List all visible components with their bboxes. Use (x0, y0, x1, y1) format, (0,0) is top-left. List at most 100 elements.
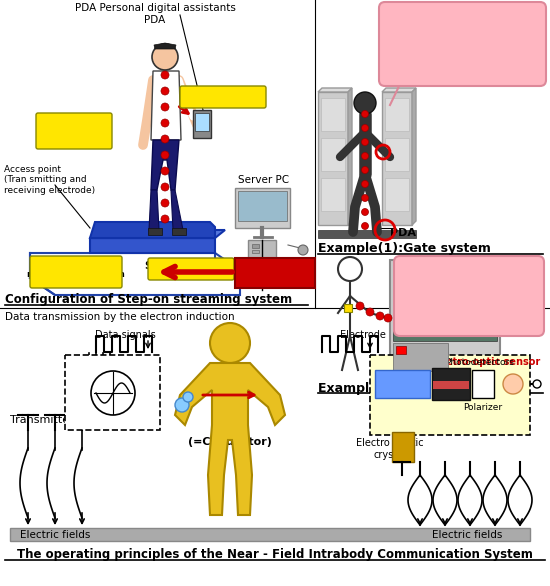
Text: Movie picture: Movie picture (183, 89, 263, 99)
Text: Server PC: Server PC (238, 175, 289, 185)
Bar (395, 301, 412, 315)
Circle shape (356, 302, 364, 310)
Bar (235, 258, 315, 288)
Text: Lase: Lase (388, 378, 416, 388)
Polygon shape (149, 190, 159, 230)
Bar (396, 346, 406, 354)
Circle shape (366, 308, 374, 316)
Circle shape (361, 152, 369, 159)
Bar (344, 304, 352, 312)
Bar (10, 528, 530, 541)
Bar (475, 283, 492, 297)
Bar (385, 138, 409, 171)
Circle shape (175, 398, 189, 412)
Circle shape (298, 245, 308, 255)
Text: The operating principles of the Near - Field Intrabody Communication System: The operating principles of the Near - F… (17, 548, 533, 561)
Circle shape (91, 371, 135, 415)
FancyBboxPatch shape (394, 256, 544, 336)
Bar (395, 319, 412, 333)
Polygon shape (151, 71, 181, 140)
Circle shape (361, 223, 369, 230)
Bar (393, 263, 497, 341)
Bar (435, 301, 452, 315)
Bar (318, 230, 416, 238)
Circle shape (361, 124, 369, 131)
Text: Electro - optic
crystal: Electro - optic crystal (356, 438, 424, 459)
Bar (321, 178, 345, 211)
Text: Available
mith your shoes on: Available mith your shoes on (27, 260, 125, 280)
Circle shape (384, 314, 392, 322)
Polygon shape (154, 43, 176, 49)
Bar (390, 260, 500, 378)
Text: Transmitter: Transmitter (10, 415, 74, 425)
Circle shape (361, 180, 369, 188)
Circle shape (161, 151, 169, 159)
Bar (433, 381, 469, 389)
Circle shape (361, 111, 369, 118)
Bar (252, 244, 259, 248)
Text: Polarizer: Polarizer (464, 403, 503, 412)
Bar (385, 98, 409, 131)
Circle shape (161, 167, 169, 175)
Polygon shape (318, 92, 348, 225)
Text: +: + (230, 390, 240, 400)
Polygon shape (171, 190, 183, 230)
Polygon shape (382, 88, 416, 92)
Text: Example(2):Vending machine: Example(2):Vending machine (318, 382, 524, 395)
Bar (435, 265, 452, 279)
Circle shape (533, 380, 541, 388)
Circle shape (354, 92, 376, 114)
Text: +: + (230, 420, 240, 430)
Bar (455, 265, 472, 279)
Text: Electro-optic sensor: Electro-optic sensor (430, 357, 540, 367)
Bar (475, 301, 492, 315)
Bar (321, 138, 345, 171)
Circle shape (161, 199, 169, 207)
FancyBboxPatch shape (148, 258, 234, 280)
Bar (455, 301, 472, 315)
Bar (235, 188, 290, 228)
Bar (415, 301, 432, 315)
Bar (475, 265, 492, 279)
Text: PDA Personal digital assistants
PDA: PDA Personal digital assistants PDA (75, 3, 235, 25)
Text: Electrode: Electrode (340, 330, 386, 340)
Text: Example(1):Gate system: Example(1):Gate system (318, 242, 491, 255)
Text: Authentication
using the PDA in
your pocket.: Authentication using the PDA in your poc… (410, 18, 514, 51)
Bar (415, 283, 432, 297)
Bar (148, 228, 162, 235)
Bar (172, 228, 186, 235)
Text: Photodetectors: Photodetectors (445, 358, 514, 367)
Text: Access point
(Tran smitting and
receiving electrode): Access point (Tran smitting and receivin… (4, 165, 95, 195)
Circle shape (161, 215, 169, 223)
Polygon shape (348, 88, 352, 225)
Polygon shape (318, 88, 352, 92)
Bar (415, 319, 432, 333)
Circle shape (161, 87, 169, 95)
Circle shape (361, 209, 369, 216)
Text: You have only to push
the button to buyit
for electronic money.: You have only to push the button to buyi… (404, 272, 534, 305)
FancyBboxPatch shape (379, 2, 546, 86)
Circle shape (503, 374, 523, 394)
Polygon shape (151, 140, 179, 190)
Circle shape (161, 119, 169, 127)
Circle shape (361, 195, 369, 202)
Text: Electric fields: Electric fields (20, 530, 90, 540)
Circle shape (161, 135, 169, 143)
Bar (475, 319, 492, 333)
Bar (375, 370, 430, 398)
Circle shape (161, 183, 169, 191)
Bar (432, 368, 470, 400)
Bar (321, 98, 345, 131)
Circle shape (338, 257, 362, 281)
Text: 10Mbps
(TCP/IP): 10Mbps (TCP/IP) (51, 118, 98, 139)
Circle shape (376, 312, 384, 320)
Bar (455, 319, 472, 333)
Circle shape (161, 71, 169, 79)
Polygon shape (175, 363, 285, 515)
Bar (252, 250, 259, 253)
Bar (415, 265, 432, 279)
Circle shape (152, 44, 178, 70)
Polygon shape (90, 230, 225, 238)
Circle shape (361, 166, 369, 173)
Text: Transceiver: Transceiver (234, 265, 316, 278)
